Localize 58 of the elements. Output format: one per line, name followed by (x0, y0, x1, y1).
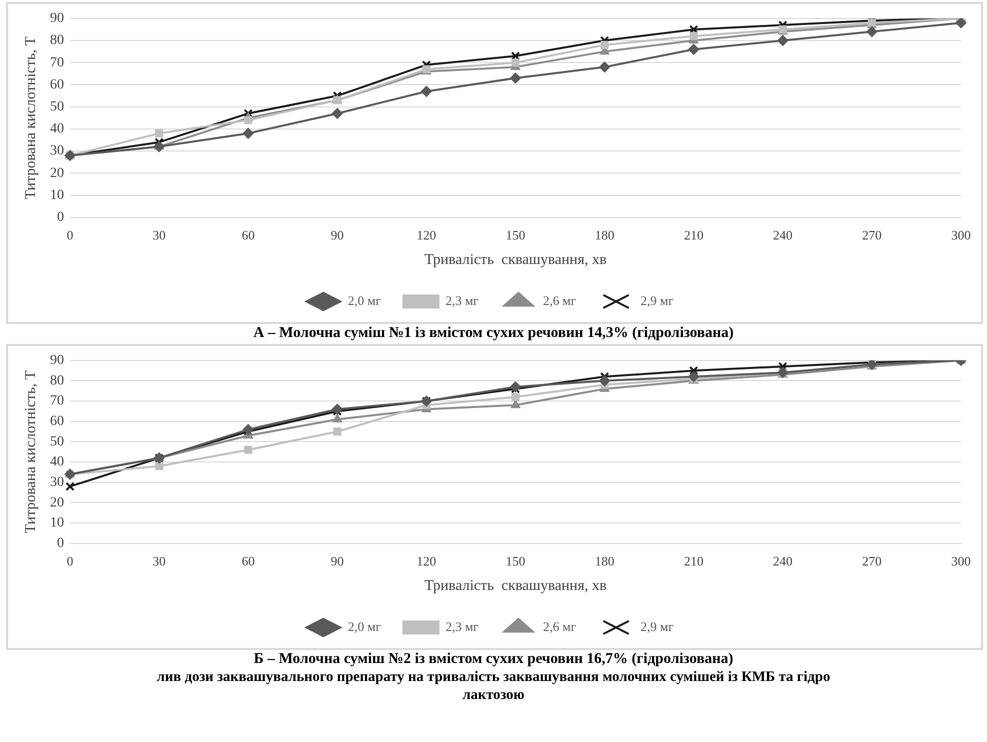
x-tick-label: 300 (951, 554, 971, 569)
y-tick-label: 90 (50, 11, 64, 26)
legend-label: 2,0 мг (348, 292, 381, 308)
text: лактозою (462, 686, 526, 704)
x-tick-label: 210 (684, 554, 704, 569)
x-tick-label: 240 (773, 554, 793, 569)
text: Б – Молочна суміш №2 із вмістом сухих речовин 16,7% (гідролізована) (252, 650, 734, 668)
legend-label: 2,3 мг (445, 618, 479, 634)
x-tick-label: 150 (506, 554, 526, 569)
y-tick-label: 10 (50, 188, 64, 203)
x-tick-label: 90 (330, 228, 344, 243)
legend-label: 2,6 мг (543, 618, 576, 634)
x-tick-label: 60 (242, 228, 255, 243)
y-tick-label: 80 (50, 373, 64, 388)
x-tick-label: 150 (506, 228, 526, 243)
y-tick-label: 0 (57, 536, 64, 552)
y-axis-title: Титрована кислотність, Т (22, 36, 39, 200)
x-tick-label: 120 (416, 228, 436, 243)
y-tick-label: 20 (50, 166, 64, 181)
x-tick-label: 90 (330, 554, 344, 569)
x-axis-title: Тривалість сквашування, хв (424, 252, 607, 268)
x-tick-label: 120 (416, 554, 436, 569)
legend-label: 2,3 мг (445, 292, 479, 308)
y-axis-title: Титрована кислотність, Т (22, 370, 39, 534)
x-tick-label: 180 (594, 554, 614, 569)
x-tick-label: 210 (684, 228, 704, 243)
x-tick-label: 180 (594, 228, 614, 243)
legend-label: 2,0 мг (348, 618, 381, 634)
x-tick-label: 0 (66, 228, 74, 243)
x-tick-label: 270 (862, 228, 882, 243)
legend-label: 2,9 мг (640, 292, 674, 308)
y-tick-label: 40 (50, 122, 64, 137)
y-tick-label: 40 (50, 454, 64, 470)
text: лив дози заквашувального препарату на тривалість заквашування молочних сумішей із КМБ та гідро (156, 668, 832, 686)
legend-label: 2,9 мг (640, 618, 674, 634)
x-tick-label: 240 (773, 228, 793, 243)
x-tick-label: 300 (951, 228, 971, 243)
x-axis-title: Тривалість сквашування, хв (424, 578, 607, 594)
y-tick-label: 90 (50, 353, 64, 368)
text: А – Молочна суміш №1 із вмістом сухих речовин 14,3% (гідролізована) (252, 324, 735, 342)
legend-label: 2,6 мг (543, 292, 576, 308)
y-tick-label: 60 (50, 77, 64, 92)
x-tick-label: 30 (152, 554, 166, 569)
y-tick-label: 80 (50, 33, 64, 48)
y-tick-label: 10 (50, 516, 64, 531)
x-tick-label: 270 (862, 554, 882, 569)
y-tick-label: 20 (50, 495, 64, 510)
y-tick-label: 50 (50, 434, 64, 450)
y-tick-label: 30 (50, 475, 64, 490)
y-tick-label: 70 (50, 394, 64, 409)
y-tick-label: 0 (57, 210, 64, 226)
y-tick-label: 60 (50, 414, 64, 430)
y-tick-label: 50 (50, 100, 64, 115)
y-tick-label: 30 (50, 144, 64, 159)
x-tick-label: 30 (152, 228, 166, 243)
x-tick-label: 60 (242, 554, 255, 569)
x-tick-label: 0 (66, 554, 74, 569)
y-tick-label: 70 (50, 55, 64, 70)
